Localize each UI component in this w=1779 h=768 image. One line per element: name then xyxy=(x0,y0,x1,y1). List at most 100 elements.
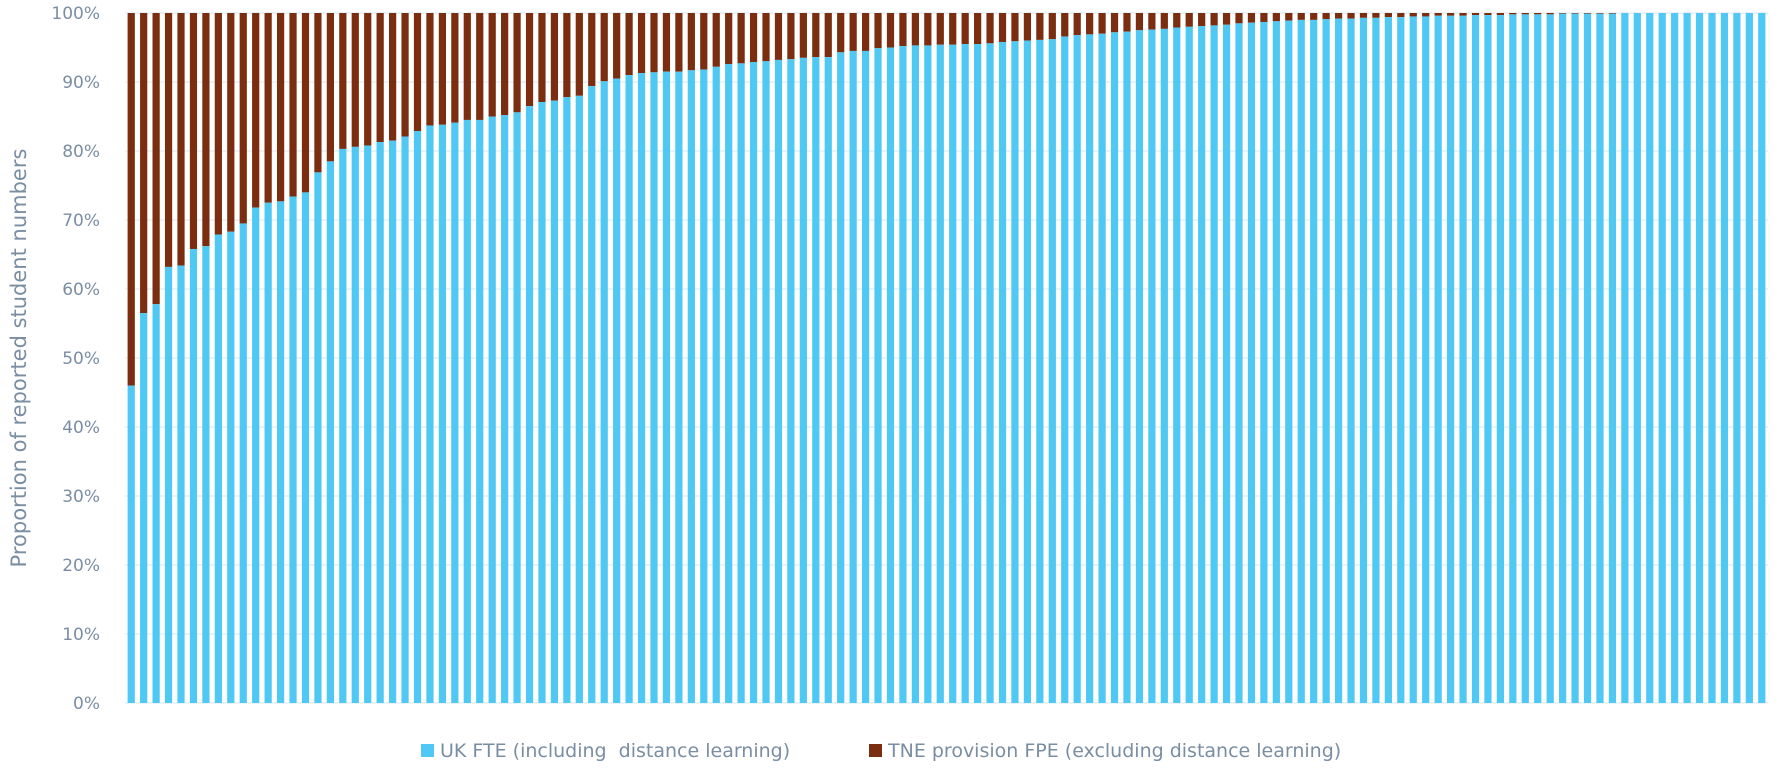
bar-tne-provision xyxy=(1185,13,1193,27)
bar-tne-provision xyxy=(1048,13,1056,40)
bar-uk-fte xyxy=(1260,21,1268,704)
bar-tne-provision xyxy=(1359,13,1368,18)
bar-uk-fte xyxy=(662,71,671,703)
bar-uk-fte xyxy=(1658,13,1666,703)
bar-uk-fte xyxy=(1397,17,1405,703)
bar-uk-fte xyxy=(1720,13,1729,703)
bar-uk-fte xyxy=(301,192,310,703)
bar-tne-provision xyxy=(1073,13,1081,36)
bar-tne-provision xyxy=(364,13,372,146)
bar-tne-provision xyxy=(1260,13,1268,22)
bar-uk-fte xyxy=(687,70,695,703)
bar-uk-fte xyxy=(1297,19,1305,703)
bar-tne-provision xyxy=(351,13,359,147)
bar-uk-fte xyxy=(1422,16,1430,703)
bar-tne-provision xyxy=(1409,13,1417,17)
bar-uk-fte xyxy=(538,102,546,703)
bar-tne-provision xyxy=(675,13,683,72)
bar-uk-fte xyxy=(1708,13,1716,703)
bar-uk-fte xyxy=(1185,26,1193,704)
bar-uk-fte xyxy=(588,86,596,703)
bar-uk-fte xyxy=(1086,34,1094,703)
bar-uk-fte xyxy=(1683,13,1691,703)
bar-tne-provision xyxy=(550,13,559,101)
bar-uk-fte xyxy=(737,63,745,704)
bar-uk-fte xyxy=(264,202,272,703)
bar-tne-provision xyxy=(600,13,608,82)
gridlines xyxy=(125,12,1768,704)
bar-uk-fte xyxy=(164,266,173,703)
bar-tne-provision xyxy=(1160,13,1168,29)
y-tick-label: 0% xyxy=(73,694,100,714)
bar-tne-provision xyxy=(1036,13,1044,40)
bar-tne-provision xyxy=(1484,13,1492,16)
bar-uk-fte xyxy=(364,145,372,704)
bar-tne-provision xyxy=(1297,13,1305,20)
bar-uk-fte xyxy=(488,116,496,703)
bar-tne-provision xyxy=(1011,13,1019,42)
bar-tne-provision xyxy=(413,13,422,131)
bar-uk-fte xyxy=(189,248,198,704)
bar-uk-fte xyxy=(1160,28,1168,704)
bar-tne-provision xyxy=(1135,13,1144,31)
y-tick-label: 90% xyxy=(62,73,100,93)
bar-tne-provision xyxy=(1247,13,1256,23)
bar-tne-provision xyxy=(1496,13,1504,16)
bar-uk-fte xyxy=(1247,22,1256,704)
y-tick-label: 30% xyxy=(62,487,100,507)
bar-uk-fte xyxy=(1061,36,1069,703)
y-tick-label: 80% xyxy=(62,142,100,162)
bar-uk-fte xyxy=(339,148,347,703)
bar-uk-fte xyxy=(1608,13,1617,703)
bar-tne-provision xyxy=(1596,13,1604,14)
bar-uk-fte xyxy=(426,125,434,704)
bar-uk-fte xyxy=(140,313,148,703)
bar-uk-fte xyxy=(1334,18,1343,703)
bar-uk-fte xyxy=(1633,13,1641,703)
bar-tne-provision xyxy=(1235,13,1243,24)
bar-tne-provision xyxy=(1272,13,1280,22)
bar-tne-provision xyxy=(1534,13,1542,15)
bar-tne-provision xyxy=(849,13,857,51)
bar-tne-provision xyxy=(737,13,745,64)
bar-tne-provision xyxy=(1148,13,1156,30)
legend-swatch-uk-fte xyxy=(421,744,434,757)
bar-tne-provision xyxy=(1446,13,1455,16)
bar-tne-provision xyxy=(899,13,907,47)
bar-uk-fte xyxy=(127,385,135,703)
bar-tne-provision xyxy=(476,13,484,120)
bar-tne-provision xyxy=(1422,13,1430,17)
bar-uk-fte xyxy=(1023,40,1032,704)
bar-tne-provision xyxy=(986,13,994,44)
bar-uk-fte xyxy=(1446,15,1455,703)
bar-uk-fte xyxy=(1534,14,1542,703)
bar-tne-provision xyxy=(861,13,870,51)
bar-tne-provision xyxy=(1372,13,1380,18)
bar-tne-provision xyxy=(787,13,795,60)
bar-uk-fte xyxy=(438,124,447,703)
bar-uk-fte xyxy=(1222,24,1231,704)
bar-tne-provision xyxy=(501,13,509,116)
bar-tne-provision xyxy=(1559,13,1567,14)
bar-tne-provision xyxy=(314,13,322,173)
bar-tne-provision xyxy=(762,13,770,62)
bar-uk-fte xyxy=(1272,21,1280,703)
legend-label-tne-provision: TNE provision FPE (excluding distance le… xyxy=(887,740,1341,762)
bar-tne-provision xyxy=(426,13,434,126)
bar-tne-provision xyxy=(538,13,546,103)
legend-label-uk-fte: UK FTE (including distance learning) xyxy=(440,740,790,762)
bar-tne-provision xyxy=(513,13,521,113)
bar-tne-provision xyxy=(1397,13,1405,18)
bar-uk-fte xyxy=(1646,13,1654,703)
bar-tne-provision xyxy=(712,13,720,67)
bar-tne-provision xyxy=(924,13,932,46)
bar-tne-provision xyxy=(525,13,534,107)
bar-tne-provision xyxy=(177,13,185,266)
bar-uk-fte xyxy=(837,52,845,703)
bar-uk-fte xyxy=(1036,39,1044,704)
y-tick-label: 10% xyxy=(62,625,100,645)
bar-tne-provision xyxy=(687,13,695,71)
bar-uk-fte xyxy=(1471,15,1480,703)
bar-uk-fte xyxy=(1123,31,1131,703)
bar-tne-provision xyxy=(1023,13,1032,41)
